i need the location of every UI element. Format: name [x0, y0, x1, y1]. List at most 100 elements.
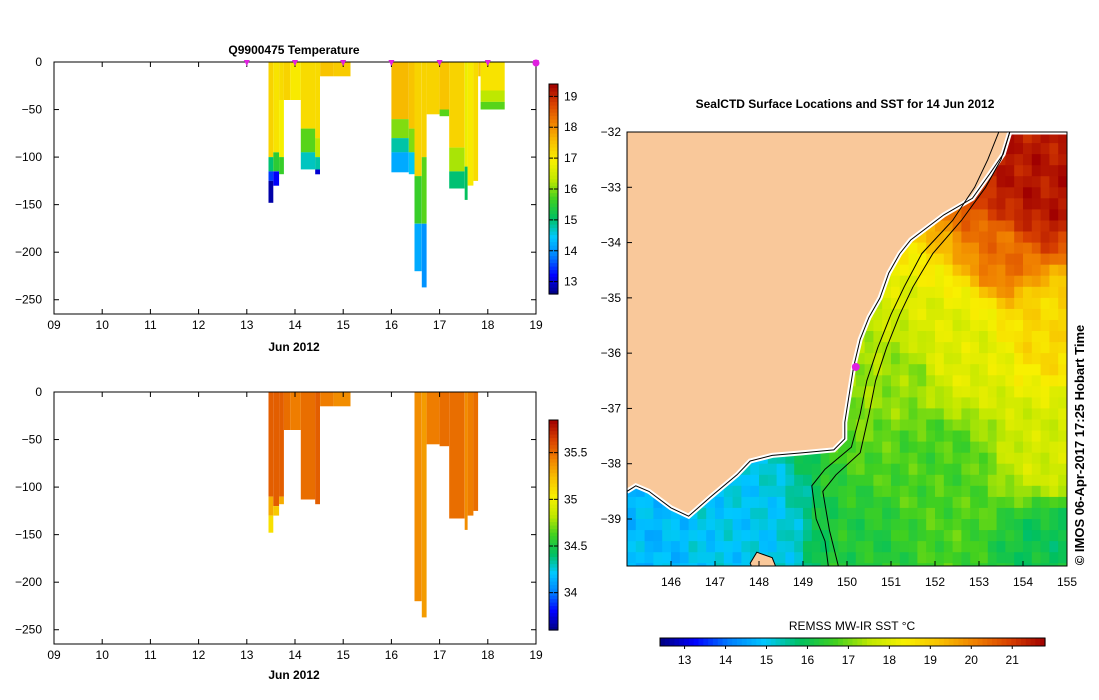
sst-cell-1673 — [979, 496, 989, 509]
sst-cell-1219 — [882, 463, 892, 476]
sst-cell-1265 — [891, 519, 901, 531]
sst-cell-1581 — [961, 386, 971, 398]
colorbar-step-56 — [549, 94, 558, 99]
sst-cell-1550 — [952, 496, 962, 509]
sst-cell-2010 — [1058, 143, 1067, 155]
sst-cell-1779 — [1005, 308, 1015, 321]
sst-cell-524 — [732, 485, 742, 498]
profile-0-segment-0 — [268, 62, 274, 158]
y-tick-label--250: −250 — [15, 293, 42, 307]
sst-cell-201 — [662, 541, 672, 553]
sst-cell-1676 — [979, 530, 989, 542]
sst-cell-1425 — [926, 474, 936, 487]
sst-cell-1869 — [1023, 397, 1033, 409]
sst-cell-1497 — [943, 364, 954, 376]
sst-cell-1721 — [988, 574, 997, 586]
sst-cell-239 — [671, 507, 681, 520]
sst-cell-1612 — [970, 275, 980, 288]
sst-colorbar-step-70 — [996, 638, 1003, 646]
profile-9-segment-1 — [391, 119, 409, 139]
sst-cell-1652 — [979, 264, 989, 277]
colorbar-step-48 — [549, 458, 558, 463]
sst-cell-1494 — [943, 331, 954, 343]
sst-cell-850 — [803, 463, 813, 476]
sst-colorbar-step-29 — [799, 638, 805, 646]
colorbar-step-51 — [549, 112, 558, 117]
profile-18 — [473, 62, 479, 181]
sst-cell-1178 — [873, 463, 883, 476]
sst-cell-1838 — [1014, 507, 1024, 520]
sst-cell-1758 — [996, 530, 1006, 542]
sst-cell-1704 — [987, 386, 998, 398]
sst-cell-1445 — [935, 242, 945, 255]
sst-cell-1979 — [1049, 253, 1059, 266]
sst-cell-1582 — [961, 397, 971, 409]
sst-cell-1856 — [1023, 253, 1033, 266]
sst-cell-1307 — [899, 530, 910, 542]
sst-cell-1768 — [1005, 187, 1015, 199]
sst-cell-1919 — [1031, 496, 1042, 509]
sst-cell-1465 — [935, 463, 945, 476]
sst-cell-1837 — [1014, 496, 1024, 509]
profile-15-segment-2 — [449, 171, 465, 189]
sst-cell-1508 — [943, 485, 954, 498]
sst-cell-1169 — [873, 364, 883, 376]
sst-cell-1636 — [970, 541, 980, 553]
sst-cell-1679 — [979, 563, 989, 566]
sst-cell-2001 — [1049, 496, 1059, 509]
sst-cell-40 — [627, 574, 636, 586]
sst-cell-1897 — [1031, 253, 1042, 266]
colorbar-step-22 — [549, 213, 558, 218]
profile-4 — [290, 392, 301, 430]
sst-cell-646 — [759, 474, 769, 487]
sst-cell-858 — [803, 552, 813, 564]
sst-cell-159 — [653, 530, 663, 542]
sst-cell-243 — [671, 552, 681, 564]
profile-7 — [320, 392, 334, 407]
sst-cell-775 — [785, 541, 795, 553]
sst-cell-1453 — [935, 331, 945, 343]
sst-cell-1635 — [970, 530, 980, 542]
sst-cell-1295 — [899, 397, 910, 409]
sst-cell-1546 — [952, 452, 962, 465]
sst-cell-1543 — [952, 419, 962, 432]
sst-cell-1213 — [882, 397, 892, 409]
sst-cell-1365 — [917, 264, 927, 277]
sst-colorbar-label-14: 14 — [719, 653, 733, 667]
sst-cell-1309 — [899, 552, 910, 564]
temperature-xlabel: Jun 2012 — [268, 340, 320, 354]
sst-cell-1713 — [987, 485, 998, 498]
sst-cell-32 — [627, 485, 637, 498]
sst-cell-1268 — [891, 552, 901, 564]
sst-cell-1429 — [926, 519, 936, 531]
sst-cell-1850 — [1023, 187, 1033, 199]
sst-cell-1450 — [935, 297, 945, 310]
sst-cell-1181 — [873, 496, 883, 509]
sst-cell-1228 — [882, 563, 892, 566]
sst-cell-1378 — [917, 408, 927, 420]
colorbar-step-20 — [549, 220, 558, 225]
profile-17-segment-0 — [467, 62, 474, 186]
sst-cell-1868 — [1023, 386, 1033, 398]
sst-colorbar-label-18: 18 — [883, 653, 897, 667]
sst-cell-1700 — [987, 342, 998, 354]
sst-cell-1900 — [1031, 286, 1042, 299]
colorbar-step-39 — [549, 490, 558, 495]
sst-colorbar-label-13: 13 — [678, 653, 692, 667]
sst-cell-241 — [671, 530, 681, 542]
sst-cell-1962 — [1040, 519, 1050, 531]
sst-cell-931 — [820, 452, 830, 465]
sst-cell-1534 — [952, 320, 962, 332]
sst-cell-1375 — [917, 375, 927, 387]
sst-colorbar-step-27 — [789, 638, 796, 646]
x-tick-label-18: 18 — [481, 648, 495, 662]
profile-14-segment-0 — [439, 62, 450, 110]
sst-cell-1170 — [873, 375, 883, 387]
sst-cell-1672 — [979, 485, 989, 498]
profile-10 — [408, 62, 415, 175]
sst-colorbar-step-24 — [775, 638, 781, 646]
colorbar-step-4 — [549, 612, 558, 617]
sst-cell-2000 — [1049, 485, 1059, 498]
sst-cell-2056 — [1067, 198, 1076, 210]
sst-colorbar-step-10 — [708, 638, 714, 646]
